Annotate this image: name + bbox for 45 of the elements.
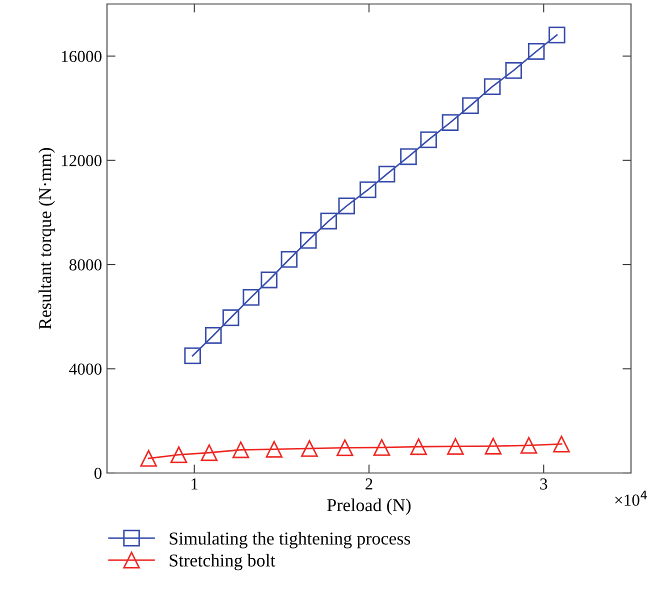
text: ×10$^{4}$ (615, 490, 647, 506)
point (462, 97, 479, 114)
point (222, 309, 240, 326)
x-axis-title: Preload (N) (327, 498, 411, 515)
point (336, 439, 354, 456)
legend-label: Simulating the tightening process (170, 532, 410, 548)
point (140, 450, 157, 467)
y-tick-label: 12000 (62, 155, 102, 166)
point (484, 438, 502, 455)
point (280, 250, 298, 268)
x-tick-label: 2 (366, 478, 372, 490)
point (232, 441, 250, 458)
point (420, 131, 437, 148)
point (200, 444, 218, 462)
x-tick-label: 3 (540, 478, 548, 490)
point (528, 43, 545, 60)
point (204, 327, 222, 344)
y-tick-label: 16000 (62, 50, 102, 62)
point (360, 181, 376, 198)
y-tick-label: 4000 (69, 363, 102, 375)
point (378, 166, 396, 183)
point (300, 232, 317, 249)
point (442, 114, 459, 131)
point (242, 288, 260, 306)
point (520, 436, 538, 454)
point (553, 436, 570, 452)
point (170, 446, 188, 464)
legend-label: Stretching bolt (170, 554, 276, 570)
point (320, 212, 338, 230)
y-tick-label: 0 (94, 468, 102, 479)
y-axis-title: Resultant torque (N·mm) (38, 148, 55, 330)
point (373, 439, 390, 456)
x-tick-label: 1 (192, 478, 198, 490)
point (184, 347, 201, 364)
point (400, 148, 417, 166)
point (548, 26, 566, 44)
point (505, 62, 522, 79)
point (484, 78, 501, 95)
y-tick-label: 8000 (69, 259, 102, 270)
point (260, 272, 278, 288)
point (447, 438, 464, 455)
point (301, 440, 318, 457)
point (410, 438, 428, 456)
point (338, 198, 356, 214)
point (266, 440, 283, 458)
